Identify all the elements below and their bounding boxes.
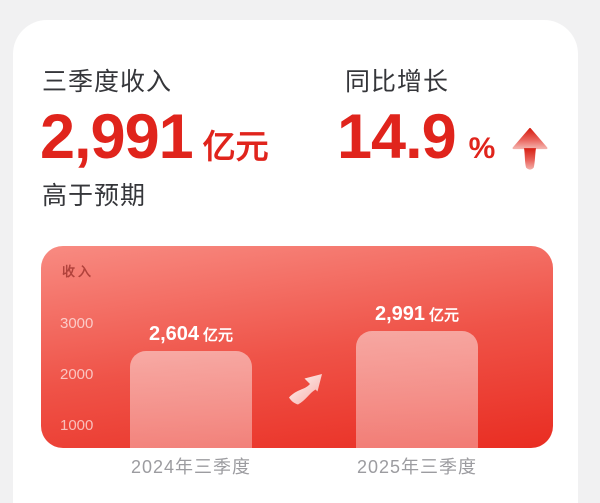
growth-value-row: 14.9 % xyxy=(337,102,549,172)
chart-y-axis-title: 收入 xyxy=(62,264,95,279)
y-axis-tick-label: 2000 xyxy=(60,365,94,383)
bar-value-label: 2,604 亿元 xyxy=(148,323,234,346)
trend-up-right-arrow-icon xyxy=(289,374,322,405)
x-axis-category-label: 2024年三季度 xyxy=(130,457,252,477)
revenue-unit: 亿元 xyxy=(202,128,269,165)
arrow-up-icon xyxy=(512,127,548,170)
bar-value-label: 2,991 亿元 xyxy=(374,303,460,326)
subtitle-above-expectations: 高于预期 xyxy=(42,182,147,210)
revenue-value-row: 2,991 亿元 xyxy=(40,106,269,169)
revenue-bar-chart: 收入 3000 2000 1000 2,604 亿元 2,991 亿元 xyxy=(41,246,553,448)
revenue-value: 2,991 xyxy=(40,102,194,172)
growth-unit: % xyxy=(468,132,496,165)
y-axis-tick-label: 3000 xyxy=(60,314,94,332)
revenue-bar xyxy=(356,331,478,448)
y-axis-tick-label: 1000 xyxy=(60,416,94,434)
growth-value: 14.9 xyxy=(337,102,457,172)
x-axis-category-label: 2025年三季度 xyxy=(356,457,478,477)
growth-title: 同比增长 xyxy=(345,68,450,96)
revenue-title: 三季度收入 xyxy=(42,68,173,96)
revenue-bar xyxy=(130,351,252,448)
